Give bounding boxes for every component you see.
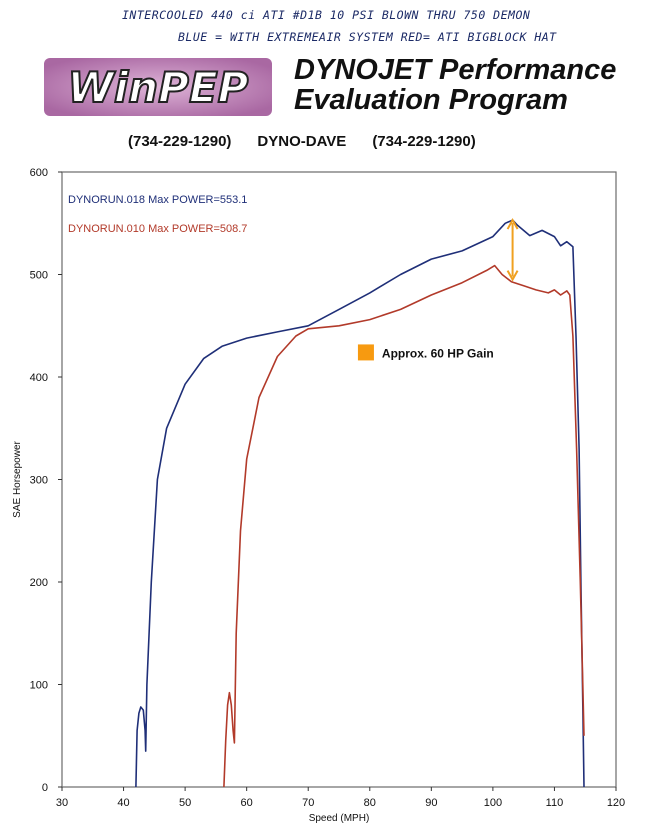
y-tick-label: 400 (30, 372, 48, 384)
series-line-dynorun-010 (223, 264, 585, 788)
y-tick-label: 0 (42, 782, 48, 794)
y-tick-label: 200 (30, 577, 48, 589)
y-tick-label: 500 (30, 270, 48, 282)
x-axis-label: Speed (MPH) (309, 813, 370, 824)
gain-label-text: Approx. 60 HP Gain (382, 346, 494, 360)
legend-entry: DYNORUN.010 Max POWER=508.7 (68, 223, 247, 235)
title-line1: DYNOJET Performance (294, 54, 617, 86)
y-tick-label: 100 (30, 680, 48, 692)
contact-line: (734-229-1290) DYNO-DAVE (734-229-1290) (128, 133, 476, 150)
x-tick-label: 100 (484, 797, 502, 809)
winpep-logo: WinPEP (44, 58, 272, 116)
dyno-chart: 0 100 200 300 400 500 600 30 40 50 60 70 80 90 100 110 1… (12, 167, 625, 824)
y-tick-label: 600 (30, 167, 48, 179)
gain-label-marker (357, 344, 374, 361)
gain-arrow-head-down (506, 270, 519, 282)
x-tick-label: 50 (179, 797, 191, 809)
x-tick-label: 80 (364, 797, 376, 809)
handwritten-note-line1: INTERCOOLED 440 ci ATI #D1B 10 PSI BLOWN… (122, 8, 531, 22)
x-tick-label: 120 (607, 797, 625, 809)
x-tick-label: 30 (56, 797, 68, 809)
title-line2: Evaluation Program (294, 84, 568, 116)
x-tick-label: 60 (241, 797, 253, 809)
x-tick-label: 110 (546, 797, 564, 809)
phone-right: (734-229-1290) (372, 133, 476, 150)
y-axis-label: SAE Horsepower (12, 440, 23, 517)
gain-arrow-head-up (506, 218, 519, 230)
series-line-dynorun-018 (135, 219, 585, 788)
phone-left: (734-229-1290) (128, 133, 232, 150)
x-tick-label: 70 (302, 797, 314, 809)
plot-frame (61, 171, 617, 788)
logo-text: WinPEP (68, 63, 249, 112)
legend-entry: DYNORUN.018 Max POWER=553.1 (68, 194, 247, 206)
handwritten-note-line2: BLUE = WITH EXTREMEAIR SYSTEM RED= ATI B… (178, 30, 557, 44)
shop-name: DYNO-DAVE (257, 133, 347, 150)
x-tick-label: 90 (425, 797, 437, 809)
x-tick-label: 40 (117, 797, 129, 809)
y-tick-label: 300 (30, 475, 48, 487)
